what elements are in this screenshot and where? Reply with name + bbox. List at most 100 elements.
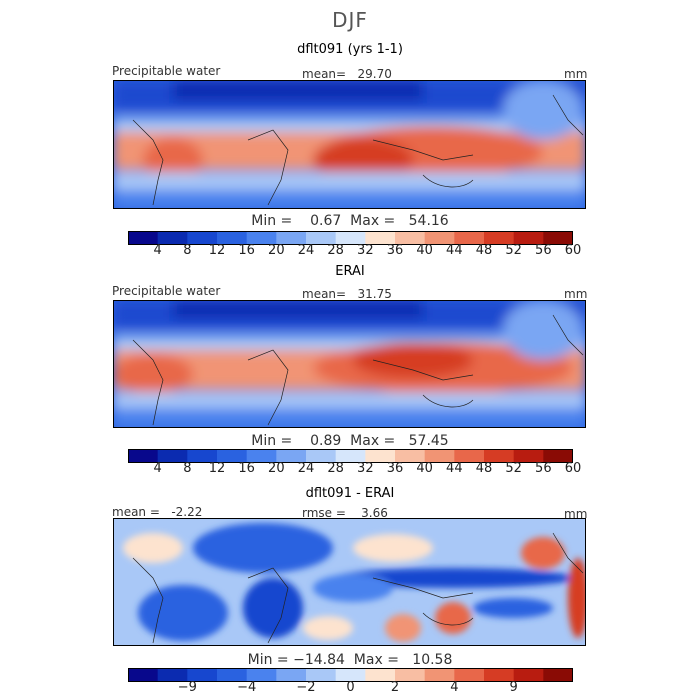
colorbar-swatch — [365, 668, 396, 682]
panel-units-label-obs: mm — [564, 287, 588, 301]
colorbar-tick-label: 28 — [327, 461, 344, 476]
colorbar-swatch — [424, 449, 455, 463]
figure-title: DJF — [332, 8, 368, 32]
map-panel-obs — [113, 300, 586, 428]
colorbar-tick-label: 9 — [509, 680, 518, 695]
colorbar-swatch — [484, 668, 515, 682]
colorbar-swatch — [276, 668, 307, 682]
colorbar-tick-label: 56 — [535, 243, 552, 258]
colorbar-swatch — [276, 231, 307, 245]
colorbar-tick-label: 12 — [208, 461, 226, 476]
colorbar-swatch — [246, 449, 277, 463]
colorbar-swatch — [335, 668, 366, 682]
colorbar-tick-label: 16 — [238, 461, 255, 476]
colorbar-swatch — [217, 231, 248, 245]
colorbar-tick-label: 44 — [446, 461, 463, 476]
colorbar-tick-label: 48 — [475, 243, 493, 258]
panel-variable-label-model: Precipitable water — [112, 64, 221, 78]
colorbar-swatch — [306, 231, 337, 245]
colorbar-swatch — [513, 668, 544, 682]
colorbar-swatch — [513, 231, 544, 245]
colorbar-tick-label: 44 — [446, 243, 463, 258]
colorbar-swatch — [454, 449, 485, 463]
colorbar-tick-label: 8 — [183, 461, 192, 476]
colorbar-swatch — [365, 449, 396, 463]
colorbar-tick-label: 52 — [505, 461, 522, 476]
colorbar-swatch — [157, 449, 188, 463]
panel-rmse-label-diff: rmse = 3.66 — [302, 506, 388, 520]
colorbar-obs — [128, 449, 573, 463]
colorbar-swatch — [365, 231, 396, 245]
panel-units-label-diff: mm — [564, 507, 588, 521]
colorbar-tick-label: −2 — [296, 680, 316, 695]
colorbar-tick-label: 20 — [268, 461, 285, 476]
colorbar-swatch — [217, 449, 248, 463]
panel-mean-label-obs: mean= 31.75 — [302, 287, 392, 301]
panel-minmax-obs: Min = 0.89 Max = 57.45 — [251, 433, 449, 449]
panel-mean-label-diff: mean = -2.22 — [112, 505, 203, 519]
panel-mean-label-model: mean= 29.70 — [302, 67, 392, 81]
colorbar-tick-label: 36 — [386, 461, 404, 476]
colorbar-tick-label: 60 — [564, 461, 582, 476]
colorbar-swatch — [187, 449, 218, 463]
colorbar-tick-label: 32 — [357, 243, 374, 258]
colorbar-swatch — [395, 449, 426, 463]
colorbar-tick-label: 12 — [208, 243, 226, 258]
colorbar-swatch — [395, 668, 426, 682]
colorbar-tick-label: 28 — [327, 243, 344, 258]
colorbar-tick-label: 40 — [416, 461, 433, 476]
colorbar-model — [128, 231, 573, 245]
colorbar-tick-label: 32 — [357, 461, 374, 476]
colorbar-swatch — [454, 668, 485, 682]
colorbar-swatch — [424, 668, 455, 682]
colorbar-swatch — [543, 449, 573, 463]
colorbar-swatch — [187, 668, 218, 682]
colorbar-tick-label: 20 — [268, 243, 285, 258]
colorbar-tick-label: 24 — [297, 243, 315, 258]
colorbar-tick-label: 2 — [390, 680, 400, 695]
colorbar-swatch — [484, 231, 515, 245]
colorbar-tick-label: 48 — [475, 461, 493, 476]
colorbar-swatch — [128, 231, 159, 245]
panel-minmax-model: Min = 0.67 Max = 54.16 — [251, 213, 449, 229]
colorbar-tick-label: 56 — [535, 461, 552, 476]
colorbar-tick-label: 40 — [416, 243, 433, 258]
colorbar-ticks-obs: 4 8 12 16 20 24 28 32 36 40 44 48 52 56 60 — [0, 461, 700, 479]
colorbar-tick-label: 8 — [183, 243, 192, 258]
colorbar-ticks-diff: −9 −4 −2 0 2 4 9 — [0, 680, 700, 698]
colorbar-tick-label: 4 — [153, 461, 162, 476]
colorbar-tick-label: 0 — [346, 680, 355, 695]
colorbar-diff — [128, 668, 573, 682]
panel-minmax-diff: Min = −14.84 Max = 10.58 — [247, 652, 453, 668]
colorbar-swatch — [157, 231, 188, 245]
colorbar-swatch — [246, 668, 277, 682]
colorbar-tick-label: 24 — [297, 461, 315, 476]
colorbar-swatch — [395, 231, 426, 245]
panel-title-model: dflt091 (yrs 1-1) — [297, 42, 403, 57]
colorbar-swatch — [128, 668, 159, 682]
colorbar-swatch — [484, 449, 515, 463]
colorbar-swatch — [246, 231, 277, 245]
colorbar-swatch — [187, 231, 218, 245]
colorbar-swatch — [543, 668, 573, 682]
colorbar-swatch — [217, 668, 248, 682]
colorbar-swatch — [335, 231, 366, 245]
colorbar-swatch — [157, 668, 188, 682]
colorbar-tick-label: 36 — [386, 243, 404, 258]
panel-title-diff: dflt091 - ERAI — [305, 486, 395, 501]
colorbar-tick-label: 4 — [450, 680, 459, 695]
colorbar-ticks-model: 4 8 12 16 20 24 28 32 36 40 44 48 52 56 60 — [0, 243, 700, 261]
colorbar-swatch — [306, 668, 337, 682]
colorbar-swatch — [335, 449, 366, 463]
colorbar-tick-label: 52 — [505, 243, 522, 258]
colorbar-swatch — [306, 449, 337, 463]
colorbar-swatch — [276, 449, 307, 463]
colorbar-tick-label: 16 — [238, 243, 255, 258]
colorbar-border — [128, 668, 573, 682]
colorbar-swatch — [128, 449, 159, 463]
map-panel-diff — [113, 518, 586, 646]
colorbar-swatch — [513, 449, 544, 463]
colorbar-swatch — [454, 231, 485, 245]
colorbar-tick-label: 4 — [153, 243, 162, 258]
colorbar-tick-label: −9 — [177, 680, 197, 695]
